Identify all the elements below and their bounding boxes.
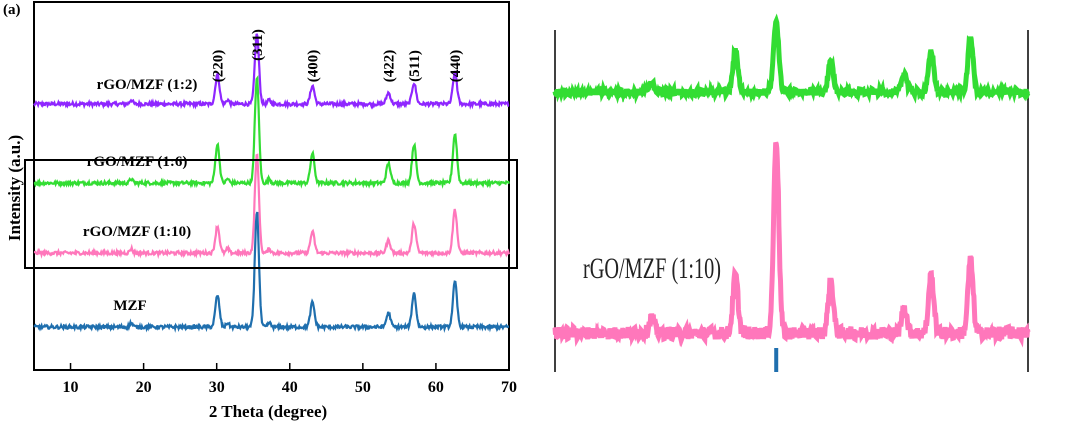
x-tick-label: 50: [355, 379, 371, 396]
x-tick-label: 30: [209, 379, 225, 396]
inset-series-mark: [774, 348, 779, 372]
peak-label: (400): [305, 50, 321, 83]
peak-label: (220): [210, 50, 226, 83]
peak-label: (440): [448, 50, 464, 83]
peak-label: (511): [407, 50, 423, 82]
series-line: [33, 75, 511, 189]
left-series-group: [33, 33, 511, 333]
series-label-group: rGO/MZF (1:2) rGO/MZF (1:6) rGO/MZF (1:10)…: [83, 77, 197, 314]
x-axis-label: 2 Theta (degree): [209, 402, 327, 421]
series-label: rGO/MZF (1:6): [87, 154, 188, 170]
series-line: [33, 33, 510, 110]
x-tick-label: 60: [428, 379, 444, 396]
highlight-box: [24, 159, 518, 269]
series-label: MZF: [113, 298, 146, 314]
peak-label-group: (220) (311) (400) (422) (511) (440): [210, 29, 463, 82]
series-label: rGO/MZF (1:2): [97, 77, 198, 93]
x-tick-label: 40: [282, 379, 298, 396]
x-tick-label: 20: [136, 379, 152, 396]
left-plot-frame: [33, 1, 510, 371]
peak-label: (311): [250, 29, 266, 61]
peak-label: (422): [381, 50, 397, 83]
x-tick-label: 70: [501, 379, 517, 396]
series-line: [33, 153, 511, 260]
inset-series-group: [552, 13, 1031, 372]
inset-series-line: [552, 141, 1031, 348]
panel-label: (a): [3, 2, 21, 18]
x-tick-label: 10: [63, 379, 79, 396]
x-tick-group: 10 20 30 40 50 60 70: [63, 363, 517, 396]
inset-series-label: rGO/MZF (1:10): [583, 252, 721, 285]
series-line: [33, 211, 510, 333]
zoom-inset: rGO/MZF (1:10): [552, 13, 1031, 372]
y-axis-label: Intensity (a.u.): [5, 135, 24, 241]
inset-series-line: [552, 13, 1031, 105]
series-label: rGO/MZF (1:10): [83, 224, 191, 240]
